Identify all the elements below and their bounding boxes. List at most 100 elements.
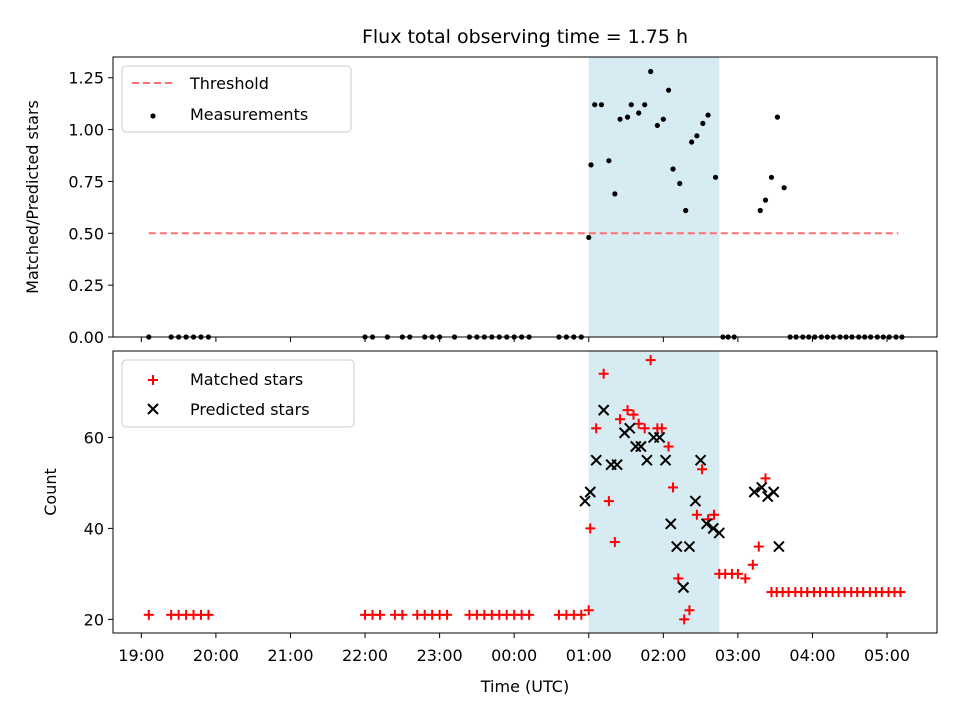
measurement-point (636, 110, 642, 116)
measurement-point (648, 68, 654, 75)
bottom-star-points (143, 355, 906, 625)
measurement-point (606, 158, 612, 164)
x-tick-label: 04:00 (789, 646, 835, 665)
predicted-star-point (579, 495, 591, 507)
matched-star-point (747, 559, 758, 570)
predicted-star-point (659, 454, 672, 466)
measurement-point (670, 166, 676, 172)
x-tick-label: 03:00 (715, 646, 761, 665)
bottom-y-axis-label: Count (41, 468, 60, 516)
matched-star-point (524, 609, 535, 620)
legend-plus-marker (148, 375, 158, 385)
bottom-y-ticks: 20 40 60 (84, 428, 113, 629)
measurement-point (774, 114, 781, 120)
measurement-point (612, 191, 618, 197)
matched-star-point (585, 523, 596, 534)
matched-star-point (760, 473, 771, 484)
bottom-observing-span (588, 351, 720, 633)
matched-star-point (732, 568, 743, 579)
matched-star-point (374, 609, 385, 620)
x-tick-label: 05:00 (864, 646, 910, 665)
measurement-point (628, 102, 634, 108)
y-tick-label: 60 (84, 428, 104, 447)
legend-matched-label: Matched stars (190, 370, 303, 389)
matched-star-point (753, 541, 764, 552)
predicted-star-point (611, 459, 623, 471)
top-x-ticks (140, 337, 888, 342)
predicted-star-point (584, 486, 596, 498)
matched-star-point (697, 464, 708, 475)
top-legend: Threshold Measurements (121, 65, 352, 133)
legend-predicted-label: Predicted stars (190, 400, 310, 419)
top-observing-span (588, 57, 720, 337)
predicted-star-point (694, 454, 707, 466)
x-tick-label: 21:00 (267, 646, 313, 665)
predicted-star-point (773, 540, 785, 553)
matched-star-point (598, 368, 609, 379)
legend-predicted-swatch (147, 403, 159, 415)
x-tick-label: 01:00 (566, 646, 612, 665)
measurement-point (712, 174, 719, 180)
matched-star-point (442, 609, 453, 620)
measurement-point (617, 116, 623, 122)
measurement-point (642, 102, 648, 108)
y-tick-label: 0.00 (68, 328, 104, 347)
measurement-point (660, 116, 666, 122)
top-legend-box (121, 65, 352, 133)
measurement-point (689, 139, 695, 145)
predicted-star-point (624, 422, 636, 435)
matched-star-point (656, 423, 667, 434)
y-tick-label: 20 (84, 610, 104, 629)
x-tick-label: 22:00 (342, 646, 388, 665)
bottom-panel: 20 40 60 19:00 20:00 21:00 22:00 23:00 00:00 01:… (41, 350, 938, 696)
matched-star-point (143, 609, 154, 620)
x-tick-label: 23:00 (417, 646, 463, 665)
matched-star-point (645, 355, 656, 366)
legend-matched-swatch (148, 375, 158, 385)
predicted-star-point (700, 518, 713, 530)
x-tick-label: 19:00 (118, 646, 164, 665)
top-y-axis-label: Matched/Predicted stars (23, 100, 42, 294)
predicted-star-point (762, 490, 774, 503)
measurement-point (762, 197, 769, 203)
matched-star-point (709, 509, 720, 520)
predicted-star-point (630, 440, 642, 453)
matched-star-point (895, 587, 906, 598)
measurement-point (705, 112, 711, 118)
predicted-star-point (683, 540, 696, 553)
predicted-star-point (707, 522, 719, 535)
matched-star-point (583, 605, 594, 616)
top-title: Flux total observing time = 1.75 h (362, 26, 688, 48)
bottom-x-ticks: 19:00 20:00 21:00 22:00 23:00 00:00 01:00 02:00… (118, 633, 910, 665)
matched-star-point (203, 609, 214, 620)
matched-star-point (673, 573, 684, 584)
matched-star-point (633, 418, 644, 429)
matched-star-point (679, 614, 690, 625)
y-tick-label: 0.50 (68, 224, 104, 243)
bottom-legend: Matched stars Predicted stars (121, 359, 355, 428)
measurement-point (768, 174, 775, 180)
measurement-point (700, 120, 706, 126)
matched-star-point (622, 405, 633, 416)
matched-star-point (609, 537, 620, 548)
matched-star-point (628, 409, 639, 420)
measurement-point (665, 87, 672, 93)
measurement-point (683, 207, 689, 214)
predicted-star-point (590, 454, 602, 466)
matched-star-point (603, 496, 614, 507)
measurement-point (592, 102, 598, 108)
predicted-star-point (665, 518, 677, 530)
measurement-point (586, 234, 592, 241)
matched-star-point (639, 423, 650, 434)
matched-star-point (591, 423, 602, 434)
measurement-point (624, 114, 631, 120)
legend-measurements-swatch (150, 113, 156, 119)
matched-star-point (668, 482, 679, 493)
y-tick-label: 40 (84, 519, 104, 538)
legend-threshold-label: Threshold (189, 74, 269, 93)
predicted-star-point (635, 440, 647, 453)
x-tick-label: 20:00 (193, 646, 239, 665)
y-tick-label: 1.00 (68, 121, 104, 140)
predicted-star-point (671, 540, 683, 553)
bottom-axes-frame (112, 350, 938, 634)
